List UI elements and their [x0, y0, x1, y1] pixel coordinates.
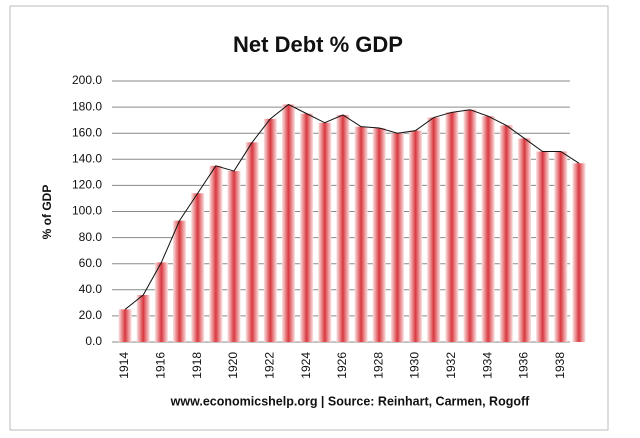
y-tick-label: 140.0 — [72, 151, 102, 165]
bar — [300, 113, 314, 342]
bar — [281, 104, 295, 343]
bar — [245, 142, 259, 342]
y-tick-label: 20.0 — [79, 308, 103, 322]
y-tick-label: 100.0 — [72, 204, 102, 218]
bar — [318, 122, 332, 342]
data-line — [124, 103, 580, 310]
x-tick-label: 1932 — [444, 352, 458, 379]
bar — [173, 220, 187, 342]
chart-title: Net Debt % GDP — [233, 32, 403, 57]
bar — [354, 126, 368, 342]
bar — [209, 165, 223, 342]
x-tick-label: 1930 — [408, 352, 422, 379]
x-tick-label: 1920 — [226, 352, 240, 379]
bar — [372, 127, 386, 342]
x-tick-label: 1914 — [117, 352, 131, 379]
x-tick-label: 1918 — [190, 352, 204, 379]
y-tick-label: 160.0 — [72, 125, 102, 139]
bar — [427, 117, 441, 342]
bar — [154, 262, 168, 342]
bar — [191, 193, 205, 342]
bar — [445, 112, 459, 342]
bar — [481, 116, 495, 342]
bar — [554, 151, 568, 342]
y-tick-label: 80.0 — [79, 230, 103, 244]
y-tick-label: 200.0 — [72, 73, 102, 87]
source-note: www.economicshelp.org | Source: Reinhart… — [170, 394, 530, 408]
bar — [227, 171, 241, 342]
bar — [136, 295, 150, 342]
bar — [536, 151, 550, 342]
y-tick-label: 0.0 — [85, 334, 102, 348]
x-tick-label: 1916 — [154, 352, 168, 379]
bar — [409, 130, 423, 342]
x-tick-label: 1924 — [299, 352, 313, 379]
bar — [463, 109, 477, 343]
x-tick-label: 1926 — [335, 352, 349, 379]
y-tick-label: 40.0 — [79, 282, 103, 296]
y-tick-label: 60.0 — [79, 256, 103, 270]
bar — [572, 163, 586, 342]
y-tick-label: 180.0 — [72, 99, 102, 113]
bar — [263, 118, 277, 342]
x-tick-label: 1934 — [480, 352, 494, 379]
bar — [336, 114, 350, 343]
bar — [517, 138, 531, 342]
y-tick-label: 120.0 — [72, 178, 102, 192]
x-tick-label: 1922 — [262, 352, 276, 379]
x-tick-label: 1936 — [517, 352, 531, 379]
y-axis-label: % of GDP — [40, 185, 54, 240]
bar — [390, 133, 404, 342]
bar — [499, 125, 513, 343]
x-tick-label: 1928 — [371, 352, 385, 379]
bar — [118, 309, 132, 342]
x-tick-label: 1938 — [553, 352, 567, 379]
